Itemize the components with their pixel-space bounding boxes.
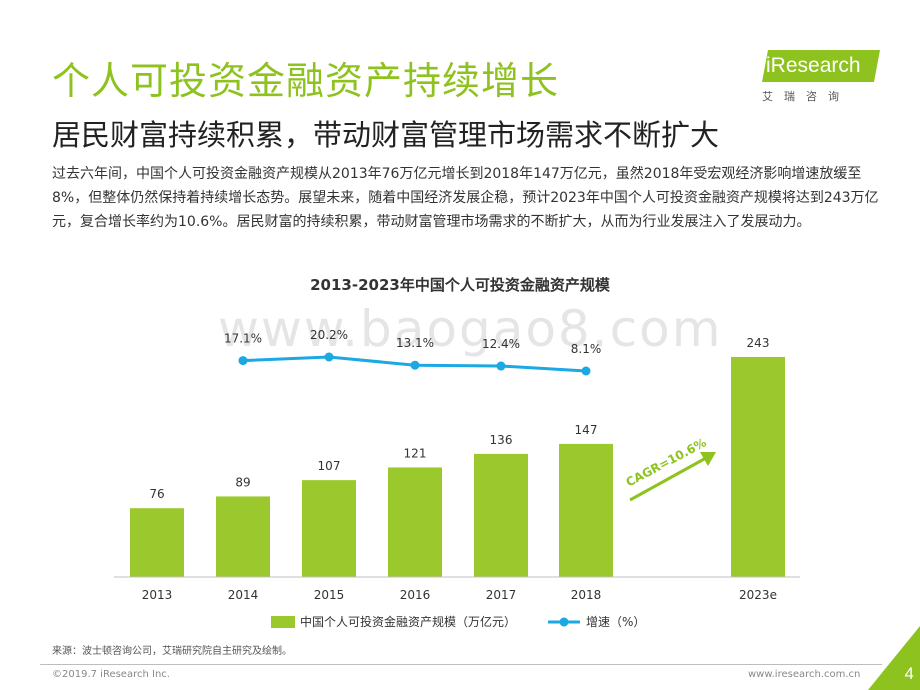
watermark: www.baogao8.com (218, 300, 723, 358)
page-title: 个人可投资金融资产持续增长 (52, 59, 560, 103)
growth-value-label: 20.2% (310, 328, 348, 342)
growth-point (496, 361, 506, 371)
bar-2023e (731, 357, 785, 577)
bar-2018 (559, 443, 613, 577)
growth-value-label: 12.4% (482, 337, 520, 351)
cagr-arrow-line (629, 456, 707, 502)
cagr-arrow-head (700, 452, 716, 466)
legend-line-label: 增速（%） (586, 615, 645, 629)
x-tick-label: 2016 (400, 588, 431, 602)
bar-value-label: 121 (404, 446, 427, 460)
page-subtitle: 居民财富持续积累，带动财富管理市场需求不断扩大 (52, 118, 720, 152)
source-note: 来源：波士顿咨询公司，艾瑞研究院自主研究及绘制。 (52, 646, 292, 657)
bar-value-label: 76 (149, 487, 164, 501)
bar-value-label: 243 (747, 336, 770, 350)
logo-subtext: 艾瑞咨询 (762, 90, 850, 103)
x-tick-label: 2018 (571, 588, 602, 602)
copyright: ©2019.7 iResearch Inc. (52, 669, 170, 680)
growth-point (238, 356, 248, 366)
chart-title: 2013-2023年中国个人可投资金融资产规模 (310, 276, 610, 294)
bar-2015 (302, 480, 356, 577)
bar-2016 (388, 467, 442, 577)
footer-divider (40, 664, 882, 665)
legend-bar-swatch (271, 616, 295, 628)
bar-value-label: 147 (575, 423, 598, 437)
growth-point (410, 360, 420, 370)
legend-bar-label: 中国个人可投资金融资产规模（万亿元） (300, 614, 516, 629)
bar-2014 (216, 496, 270, 577)
bar-value-label: 89 (235, 475, 250, 489)
page-corner: 4 (868, 626, 920, 690)
growth-point (324, 352, 334, 362)
iresearch-logo: iResearch 艾瑞咨询 (748, 46, 888, 106)
growth-point (581, 366, 591, 376)
bar-2017 (474, 453, 528, 577)
growth-value-label: 17.1% (224, 332, 262, 346)
x-tick-label: 2023e (739, 588, 777, 602)
x-tick-label: 2013 (142, 588, 173, 602)
growth-value-label: 8.1% (571, 342, 602, 356)
bar-value-label: 136 (490, 433, 513, 447)
website: www.iresearch.com.cn (748, 669, 861, 680)
growth-value-label: 13.1% (396, 336, 434, 350)
legend-line-marker (559, 617, 569, 627)
x-tick-label: 2017 (486, 588, 517, 602)
page-number: 4 (904, 664, 914, 683)
logo-text: iResearch (766, 54, 861, 77)
corner-triangle (868, 626, 920, 690)
logo-background (762, 50, 880, 82)
summary-paragraph: 过去六年间，中国个人可投资金融资产规模从2013年76万亿元增长到2018年14… (52, 166, 879, 230)
bar-2013 (130, 508, 184, 577)
bar-value-label: 107 (318, 459, 341, 473)
x-tick-label: 2015 (314, 588, 345, 602)
x-tick-label: 2014 (228, 588, 259, 602)
